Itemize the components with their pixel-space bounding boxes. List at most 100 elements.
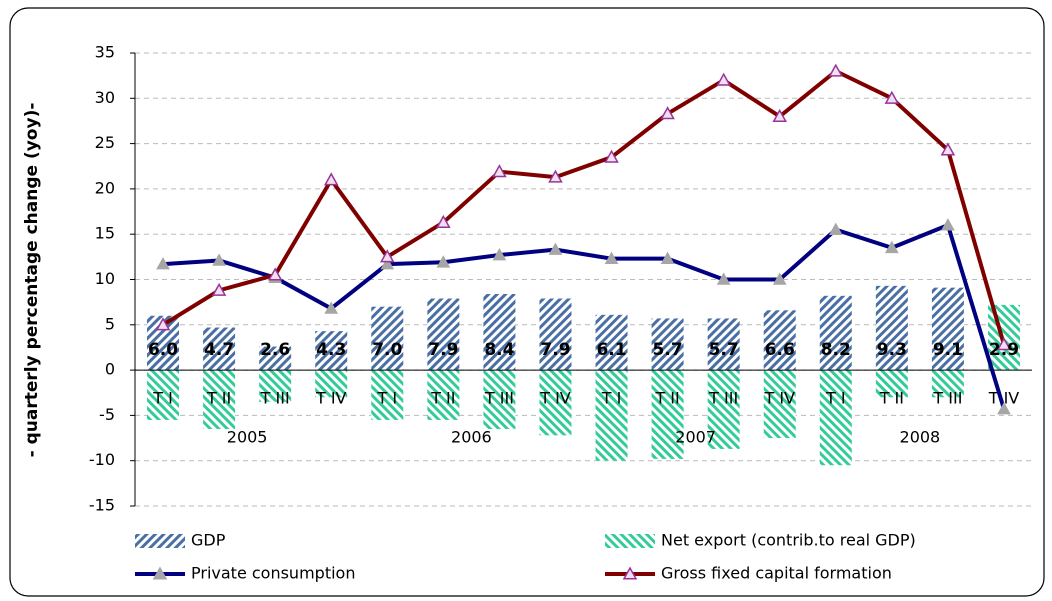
bar [483,293,516,371]
legend-marker [152,566,168,580]
value-label: 5.7 [653,340,683,360]
y-tick-label: -10 [89,450,115,469]
x-tick-label: T III [708,389,738,408]
value-label: 6.1 [596,340,626,360]
y-tick-label: 25 [95,133,115,152]
bar [315,370,348,398]
value-label: 4.3 [316,340,346,360]
line-marker [828,63,844,77]
bar [483,370,516,429]
line-marker [716,72,731,86]
x-tick-label: T II [206,389,231,408]
bar [819,295,852,371]
line-marker [548,169,563,183]
bar [203,370,236,429]
line-series [161,69,1006,346]
line-marker [941,218,955,231]
value-label: 6.0 [148,340,178,360]
bar [539,370,572,436]
value-label: 9.3 [877,340,907,360]
bar [539,298,572,371]
line-marker [155,317,171,331]
y-tick-label: 0 [105,360,115,379]
line-marker [716,272,731,285]
line-marker [660,106,675,120]
x-tick-label: T III [932,389,962,408]
line-marker [492,248,507,261]
bar [371,370,404,420]
value-label: 2.6 [260,340,290,360]
value-label: 5.7 [709,340,739,360]
bar [427,298,460,371]
line-marker [772,108,787,122]
bar [707,318,740,371]
x-tick-label: T I [152,389,173,408]
line-marker [660,251,675,264]
y-tick-label: 20 [95,178,115,197]
value-label: 7.9 [428,340,458,360]
line-marker [436,214,451,228]
value-label: 8.4 [484,340,514,360]
line-marker [380,249,395,263]
legend-swatch [605,534,655,548]
value-label: 7.9 [540,340,570,360]
line-marker [324,301,339,314]
bar [595,370,628,461]
line-marker [940,142,956,156]
line-marker [267,267,283,281]
bar [427,370,460,420]
line-marker [604,251,619,264]
value-label: 2.9 [989,340,1019,360]
line-marker [548,242,563,255]
line-marker [772,272,787,285]
x-group-label: 2006 [451,428,492,447]
line-marker [436,255,451,268]
bar [147,370,180,420]
x-tick-label: T III [260,389,290,408]
line-series [162,223,1006,410]
line-marker [211,282,227,296]
x-tick-label: T IV [539,389,571,408]
line-marker [997,402,1011,415]
bar [931,370,964,398]
line-marker [828,222,843,235]
x-tick-label: T I [825,389,846,408]
legend-label: Gross fixed capital formation [661,564,892,583]
bar [371,306,404,371]
bar [763,370,796,439]
y-tick-label: 35 [95,43,115,62]
x-tick-label: T II [430,389,455,408]
bar [819,370,852,466]
bar [875,370,908,398]
x-tick-label: T IV [988,389,1020,408]
bar [931,287,964,371]
bar [259,346,292,371]
x-tick-label: T III [484,389,514,408]
value-label: 4.7 [204,340,234,360]
legend-label: GDP [191,531,226,550]
y-tick-label: -15 [89,496,115,515]
value-label: 8.2 [821,340,851,360]
line-marker [380,257,395,270]
value-label: 9.1 [933,340,963,360]
x-tick-label: T IV [315,389,347,408]
legend-label: Net export (contrib.to real GDP) [661,531,916,550]
line-marker [604,149,619,163]
line-marker [884,90,900,104]
value-label: 6.6 [765,340,795,360]
line-marker [323,172,339,186]
bar [651,370,684,459]
y-tick-label: 15 [95,224,115,243]
bar [595,314,628,371]
x-group-label: 2007 [675,428,716,447]
y-tick-label: 5 [105,314,115,333]
x-tick-label: T IV [763,389,795,408]
bar [763,310,796,371]
chart-frame [9,7,1045,597]
legend-swatch [135,534,185,548]
y-axis-title: - quarterly percentage change (yoy)- [22,103,42,458]
bar [707,370,740,449]
line-marker [996,337,1012,351]
line-marker [212,253,226,266]
legend-label: Private consumption [191,564,355,583]
